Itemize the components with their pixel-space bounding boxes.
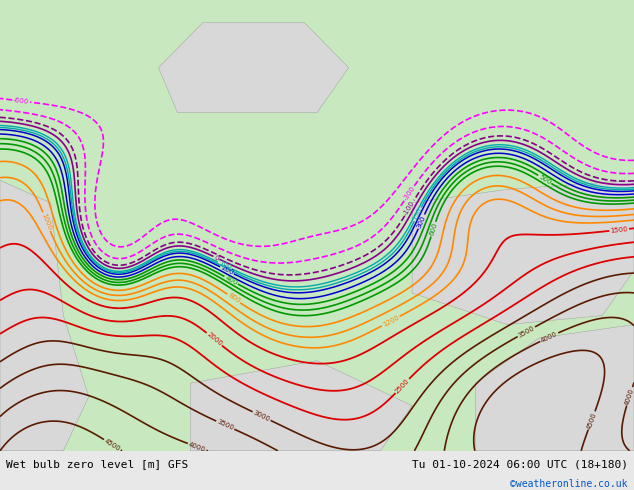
Text: 800: 800: [226, 292, 241, 305]
Text: 4500: 4500: [103, 438, 122, 452]
Text: 1000: 1000: [41, 212, 53, 231]
Text: Wet bulb zero level [m] GFS: Wet bulb zero level [m] GFS: [6, 460, 188, 469]
Text: 0: 0: [213, 254, 220, 262]
Polygon shape: [158, 23, 349, 113]
Text: Tu 01-10-2024 06:00 UTC (18+180): Tu 01-10-2024 06:00 UTC (18+180): [411, 460, 628, 469]
Text: 200: 200: [219, 265, 234, 276]
Polygon shape: [476, 324, 634, 451]
Text: 2000: 2000: [205, 331, 223, 347]
Text: 4000: 4000: [188, 441, 207, 453]
Text: 4000: 4000: [540, 331, 559, 343]
Text: ©weatheronline.co.uk: ©weatheronline.co.uk: [510, 479, 628, 489]
Text: 150: 150: [412, 207, 424, 221]
Text: 4000: 4000: [624, 387, 634, 406]
Text: 4500: 4500: [586, 411, 597, 430]
Text: 3500: 3500: [216, 419, 235, 432]
Text: 300: 300: [416, 214, 427, 229]
Text: 1200: 1200: [382, 314, 400, 328]
Text: -100: -100: [403, 199, 416, 217]
Text: 3500: 3500: [517, 325, 536, 339]
Polygon shape: [0, 0, 634, 451]
Text: -300: -300: [402, 185, 416, 201]
Text: 400: 400: [224, 274, 238, 286]
Text: -600: -600: [13, 97, 30, 105]
Text: 100: 100: [217, 260, 232, 271]
Polygon shape: [190, 361, 412, 451]
Text: 3000: 3000: [252, 410, 271, 423]
Text: 600: 600: [429, 222, 438, 237]
Polygon shape: [0, 180, 89, 451]
Text: 2500: 2500: [394, 377, 411, 394]
Text: 1500: 1500: [610, 226, 628, 234]
Text: 500: 500: [538, 173, 552, 186]
Polygon shape: [412, 180, 634, 324]
